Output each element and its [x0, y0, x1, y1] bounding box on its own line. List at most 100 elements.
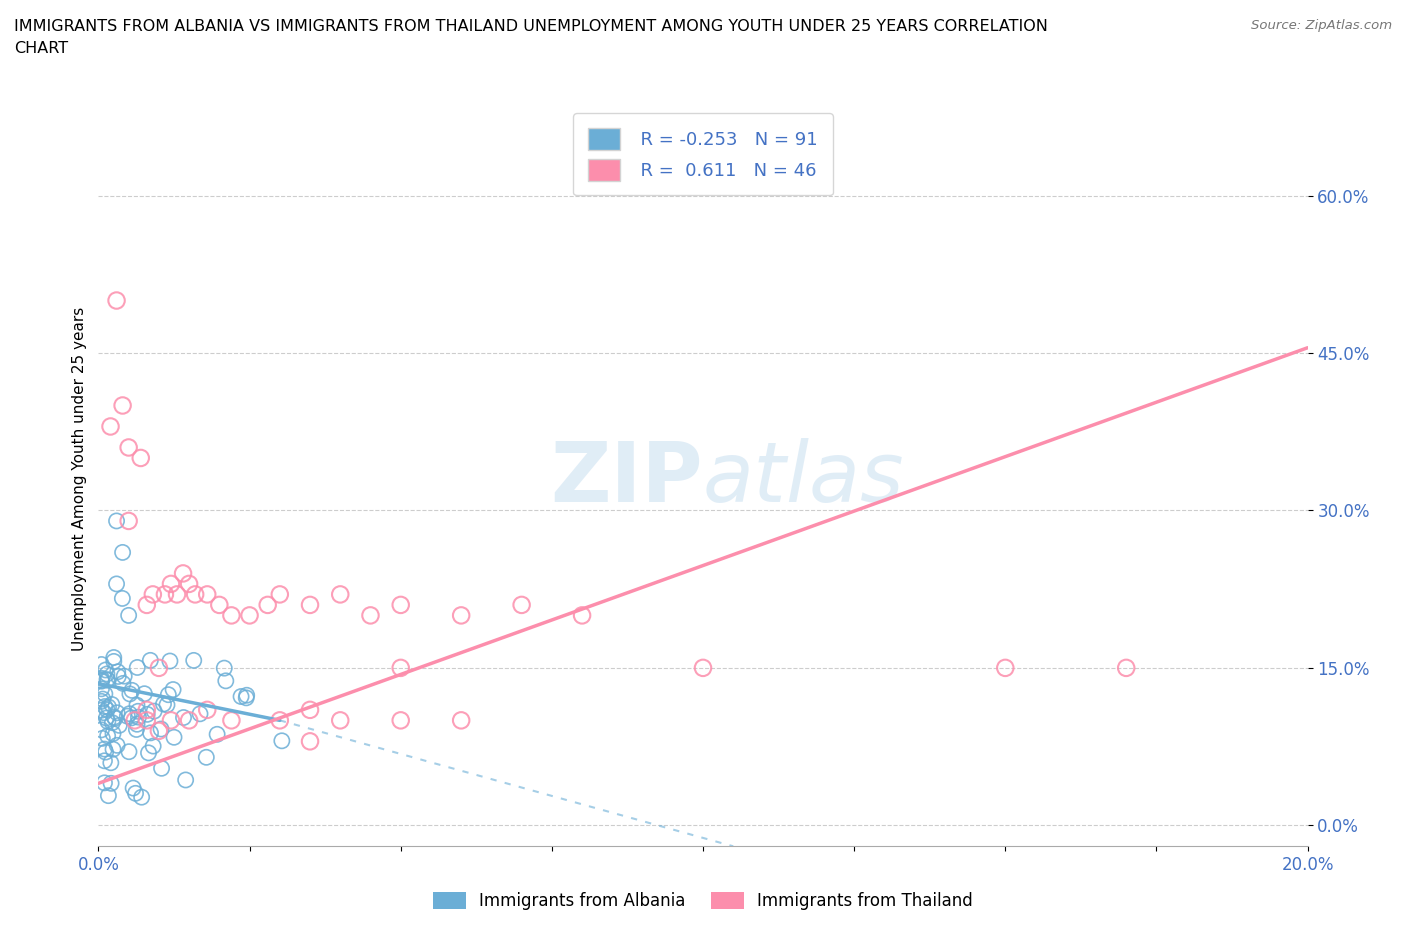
Point [100, 755, 122, 770]
Point [105, 705, 128, 720]
Point [111, 676, 134, 691]
Point [96, 672, 118, 687]
Point [195, 702, 218, 717]
Point [139, 725, 162, 740]
Point [91, 731, 114, 746]
Point [121, 711, 143, 725]
Point [143, 704, 166, 719]
Text: Source: ZipAtlas.com: Source: ZipAtlas.com [1251, 19, 1392, 32]
Point [135, 713, 157, 728]
Point [183, 653, 205, 668]
Point [94, 662, 117, 677]
Point [156, 698, 179, 712]
Point [150, 722, 173, 737]
Point [389, 660, 412, 675]
Point [97, 672, 120, 687]
Point [93, 705, 115, 720]
Point [692, 660, 714, 675]
Point [94, 745, 117, 760]
Point [104, 711, 127, 725]
Point [179, 577, 201, 591]
Point [152, 697, 174, 711]
Point [235, 690, 257, 705]
Point [208, 597, 231, 612]
Point [94, 686, 117, 701]
Text: IMMIGRANTS FROM ALBANIA VS IMMIGRANTS FROM THAILAND UNEMPLOYMENT AMONG YOUTH UND: IMMIGRANTS FROM ALBANIA VS IMMIGRANTS FR… [14, 19, 1047, 56]
Point [107, 669, 129, 684]
Point [256, 597, 278, 612]
Point [184, 587, 207, 602]
Point [235, 688, 257, 703]
Point [389, 713, 412, 728]
Point [162, 682, 184, 697]
Point [90, 682, 112, 697]
Point [135, 597, 157, 612]
Point [93, 741, 115, 756]
Point [90, 723, 112, 737]
Point [118, 744, 141, 759]
Point [174, 773, 197, 788]
Point [105, 513, 128, 528]
Point [118, 706, 141, 721]
Point [125, 698, 148, 712]
Point [159, 654, 181, 669]
Point [125, 722, 148, 737]
Point [108, 718, 131, 733]
Point [157, 687, 180, 702]
Point [90, 703, 112, 718]
Point [163, 730, 186, 745]
Point [135, 702, 157, 717]
Point [221, 713, 243, 728]
Point [96, 702, 118, 717]
Point [153, 587, 176, 602]
Point [97, 728, 120, 743]
Point [136, 707, 159, 722]
Point [101, 715, 124, 730]
Point [101, 742, 124, 757]
Point [117, 709, 139, 724]
Point [221, 608, 243, 623]
Point [97, 789, 120, 804]
Point [111, 545, 134, 560]
Point [299, 597, 322, 612]
Point [239, 608, 262, 623]
Point [103, 654, 125, 669]
Point [139, 653, 162, 668]
Point [269, 587, 291, 602]
Point [571, 608, 593, 623]
Point [269, 713, 291, 728]
Point [121, 683, 143, 698]
Point [127, 704, 149, 719]
Point [1115, 660, 1137, 675]
Point [299, 734, 322, 749]
Point [111, 398, 134, 413]
Point [214, 660, 236, 675]
Point [90, 658, 112, 672]
Point [329, 713, 352, 728]
Point [118, 686, 141, 701]
Point [91, 692, 114, 707]
Point [90, 694, 112, 709]
Point [90, 673, 112, 688]
Point [360, 608, 382, 623]
Point [166, 587, 188, 602]
Point [107, 664, 129, 679]
Point [215, 673, 238, 688]
Point [93, 753, 115, 768]
Point [124, 713, 146, 728]
Point [103, 710, 125, 724]
Point [118, 608, 141, 623]
Point [129, 450, 152, 465]
Point [105, 293, 128, 308]
Point [450, 608, 472, 623]
Point [124, 786, 146, 801]
Text: atlas: atlas [703, 438, 904, 520]
Point [100, 776, 122, 790]
Point [138, 746, 160, 761]
Point [118, 513, 141, 528]
Point [134, 686, 156, 701]
Point [160, 577, 183, 591]
Point [94, 699, 117, 714]
Point [229, 689, 252, 704]
Point [994, 660, 1017, 675]
